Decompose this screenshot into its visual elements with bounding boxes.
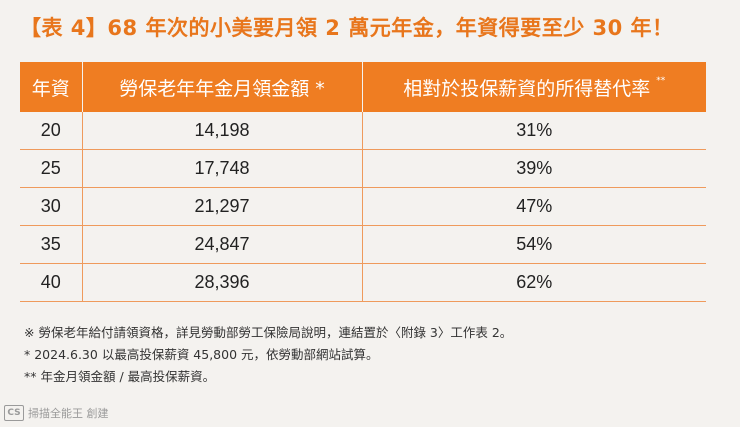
cell-years: 30 [20, 187, 83, 226]
table-row: 40 28,396 62% [20, 263, 706, 302]
header-replacement-rate: 相對於投保薪資的所得替代率 ** [362, 62, 706, 112]
cell-pension: 17,748 [82, 149, 363, 188]
header-replacement-rate-label: 相對於投保薪資的所得替代率 [403, 77, 651, 100]
table-row: 35 24,847 54% [20, 225, 706, 264]
table-header-row: 年資 勞保老年年金月領金額 * 相對於投保薪資的所得替代率 ** [20, 62, 706, 112]
cell-rate: 54% [362, 225, 706, 264]
footnotes: ※ 勞保老年給付請領資格，詳見勞動部勞工保險局說明，連結置於〈附錄 3〉工作表 … [24, 322, 512, 388]
table-title: 【表 4】68 年次的小美要月領 2 萬元年金，年資得要至少 30 年！ [20, 16, 674, 40]
cell-pension: 21,297 [82, 187, 363, 226]
camscanner-logo-icon: CS [4, 405, 24, 421]
watermark-text: 掃描全能王 創建 [28, 407, 109, 420]
pension-table: 年資 勞保老年年金月領金額 * 相對於投保薪資的所得替代率 ** 20 14,19… [20, 62, 706, 302]
table-row: 25 17,748 39% [20, 149, 706, 188]
header-years: 年資 [20, 62, 83, 112]
cell-pension: 14,198 [82, 112, 363, 150]
cell-pension: 24,847 [82, 225, 363, 264]
cell-years: 35 [20, 225, 83, 264]
footnote-eligibility: ※ 勞保老年給付請領資格，詳見勞動部勞工保險局說明，連結置於〈附錄 3〉工作表 … [24, 325, 513, 340]
cell-years: 20 [20, 112, 83, 150]
cell-years: 40 [20, 263, 83, 302]
cell-rate: 62% [362, 263, 706, 302]
table-row: 20 14,198 31% [20, 112, 706, 150]
scanner-watermark: CS 掃描全能王 創建 [4, 405, 109, 421]
cell-pension: 28,396 [82, 263, 363, 302]
cell-years: 25 [20, 149, 83, 188]
cell-rate: 47% [362, 187, 706, 226]
footnote-rate-definition: ** 年金月領金額 / 最高投保薪資。 [24, 369, 216, 384]
footnote-calculation: * 2024.6.30 以最高投保薪資 45,800 元，依勞動部網站試算。 [24, 347, 379, 362]
cell-rate: 31% [362, 112, 706, 150]
cell-rate: 39% [362, 149, 706, 188]
table-row: 30 21,297 47% [20, 187, 706, 226]
header-monthly-pension: 勞保老年年金月領金額 * [82, 62, 363, 112]
header-footnote-mark: ** [656, 75, 666, 86]
